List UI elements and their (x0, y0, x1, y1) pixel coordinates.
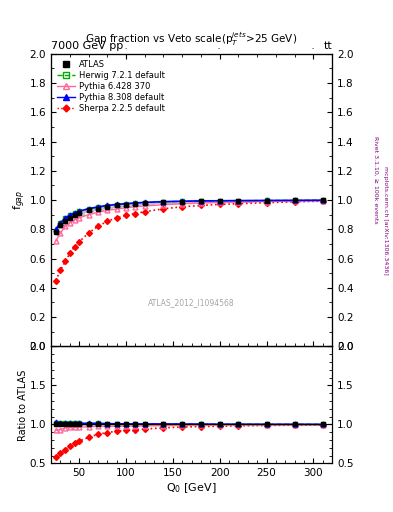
Text: 7000 GeV pp: 7000 GeV pp (51, 41, 123, 51)
Text: tt: tt (323, 41, 332, 51)
Text: mcplots.cern.ch [arXiv:1306.3436]: mcplots.cern.ch [arXiv:1306.3436] (384, 166, 388, 275)
Legend: ATLAS, Herwig 7.2.1 default, Pythia 6.428 370, Pythia 8.308 default, Sherpa 2.2.: ATLAS, Herwig 7.2.1 default, Pythia 6.42… (55, 58, 166, 115)
X-axis label: Q$_0$ [GeV]: Q$_0$ [GeV] (166, 481, 217, 495)
Text: ATLAS_2012_I1094568: ATLAS_2012_I1094568 (148, 298, 235, 307)
Title: Gap fraction vs Veto scale(p$_T^{jets}$>25 GeV): Gap fraction vs Veto scale(p$_T^{jets}$>… (86, 30, 298, 48)
Y-axis label: Ratio to ATLAS: Ratio to ATLAS (18, 369, 28, 440)
Text: Rivet 3.1.10, ≥ 100k events: Rivet 3.1.10, ≥ 100k events (373, 136, 378, 223)
Y-axis label: f$_{gap}$: f$_{gap}$ (12, 190, 28, 210)
